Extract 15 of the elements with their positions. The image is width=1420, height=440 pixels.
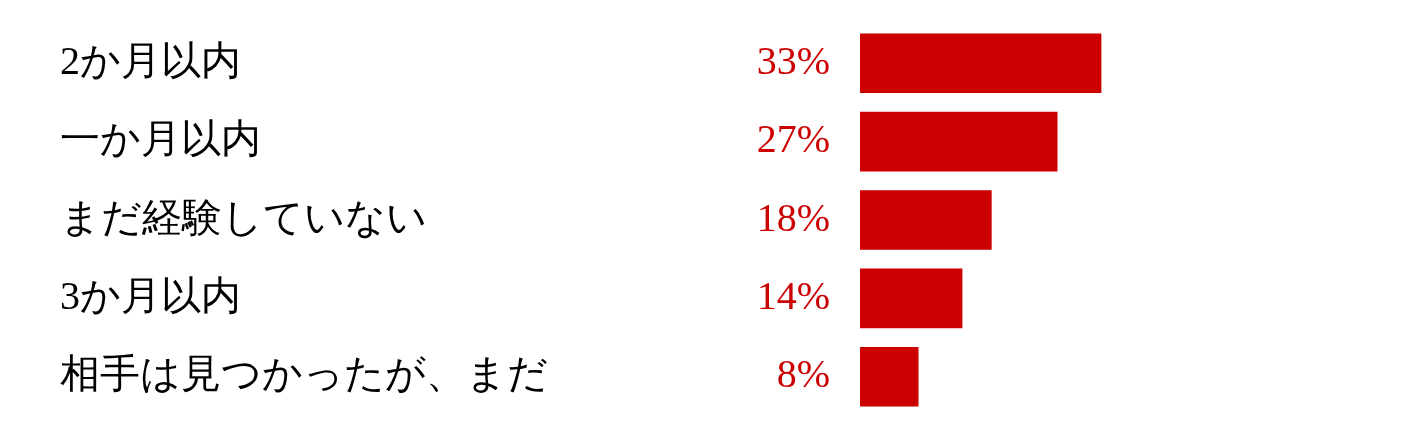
bar [860, 347, 919, 407]
bar [860, 190, 992, 250]
bar [860, 111, 1058, 172]
bar [860, 33, 1102, 93]
data-label: 27% [756, 116, 830, 162]
data-label: 14% [756, 272, 830, 318]
data-label: 18% [756, 194, 830, 240]
data-label: 8% [776, 351, 830, 397]
y-tick-label: 2か月以内 [60, 37, 241, 83]
y-tick-label: まだ経験していない [60, 194, 427, 240]
data-label: 33% [756, 37, 830, 83]
bar [860, 268, 963, 329]
y-tick-label: 3か月以内 [60, 272, 241, 318]
y-tick-label: 一か月以内 [60, 116, 261, 162]
y-tick-label: 相手は見つかったが、まだ [60, 351, 548, 397]
